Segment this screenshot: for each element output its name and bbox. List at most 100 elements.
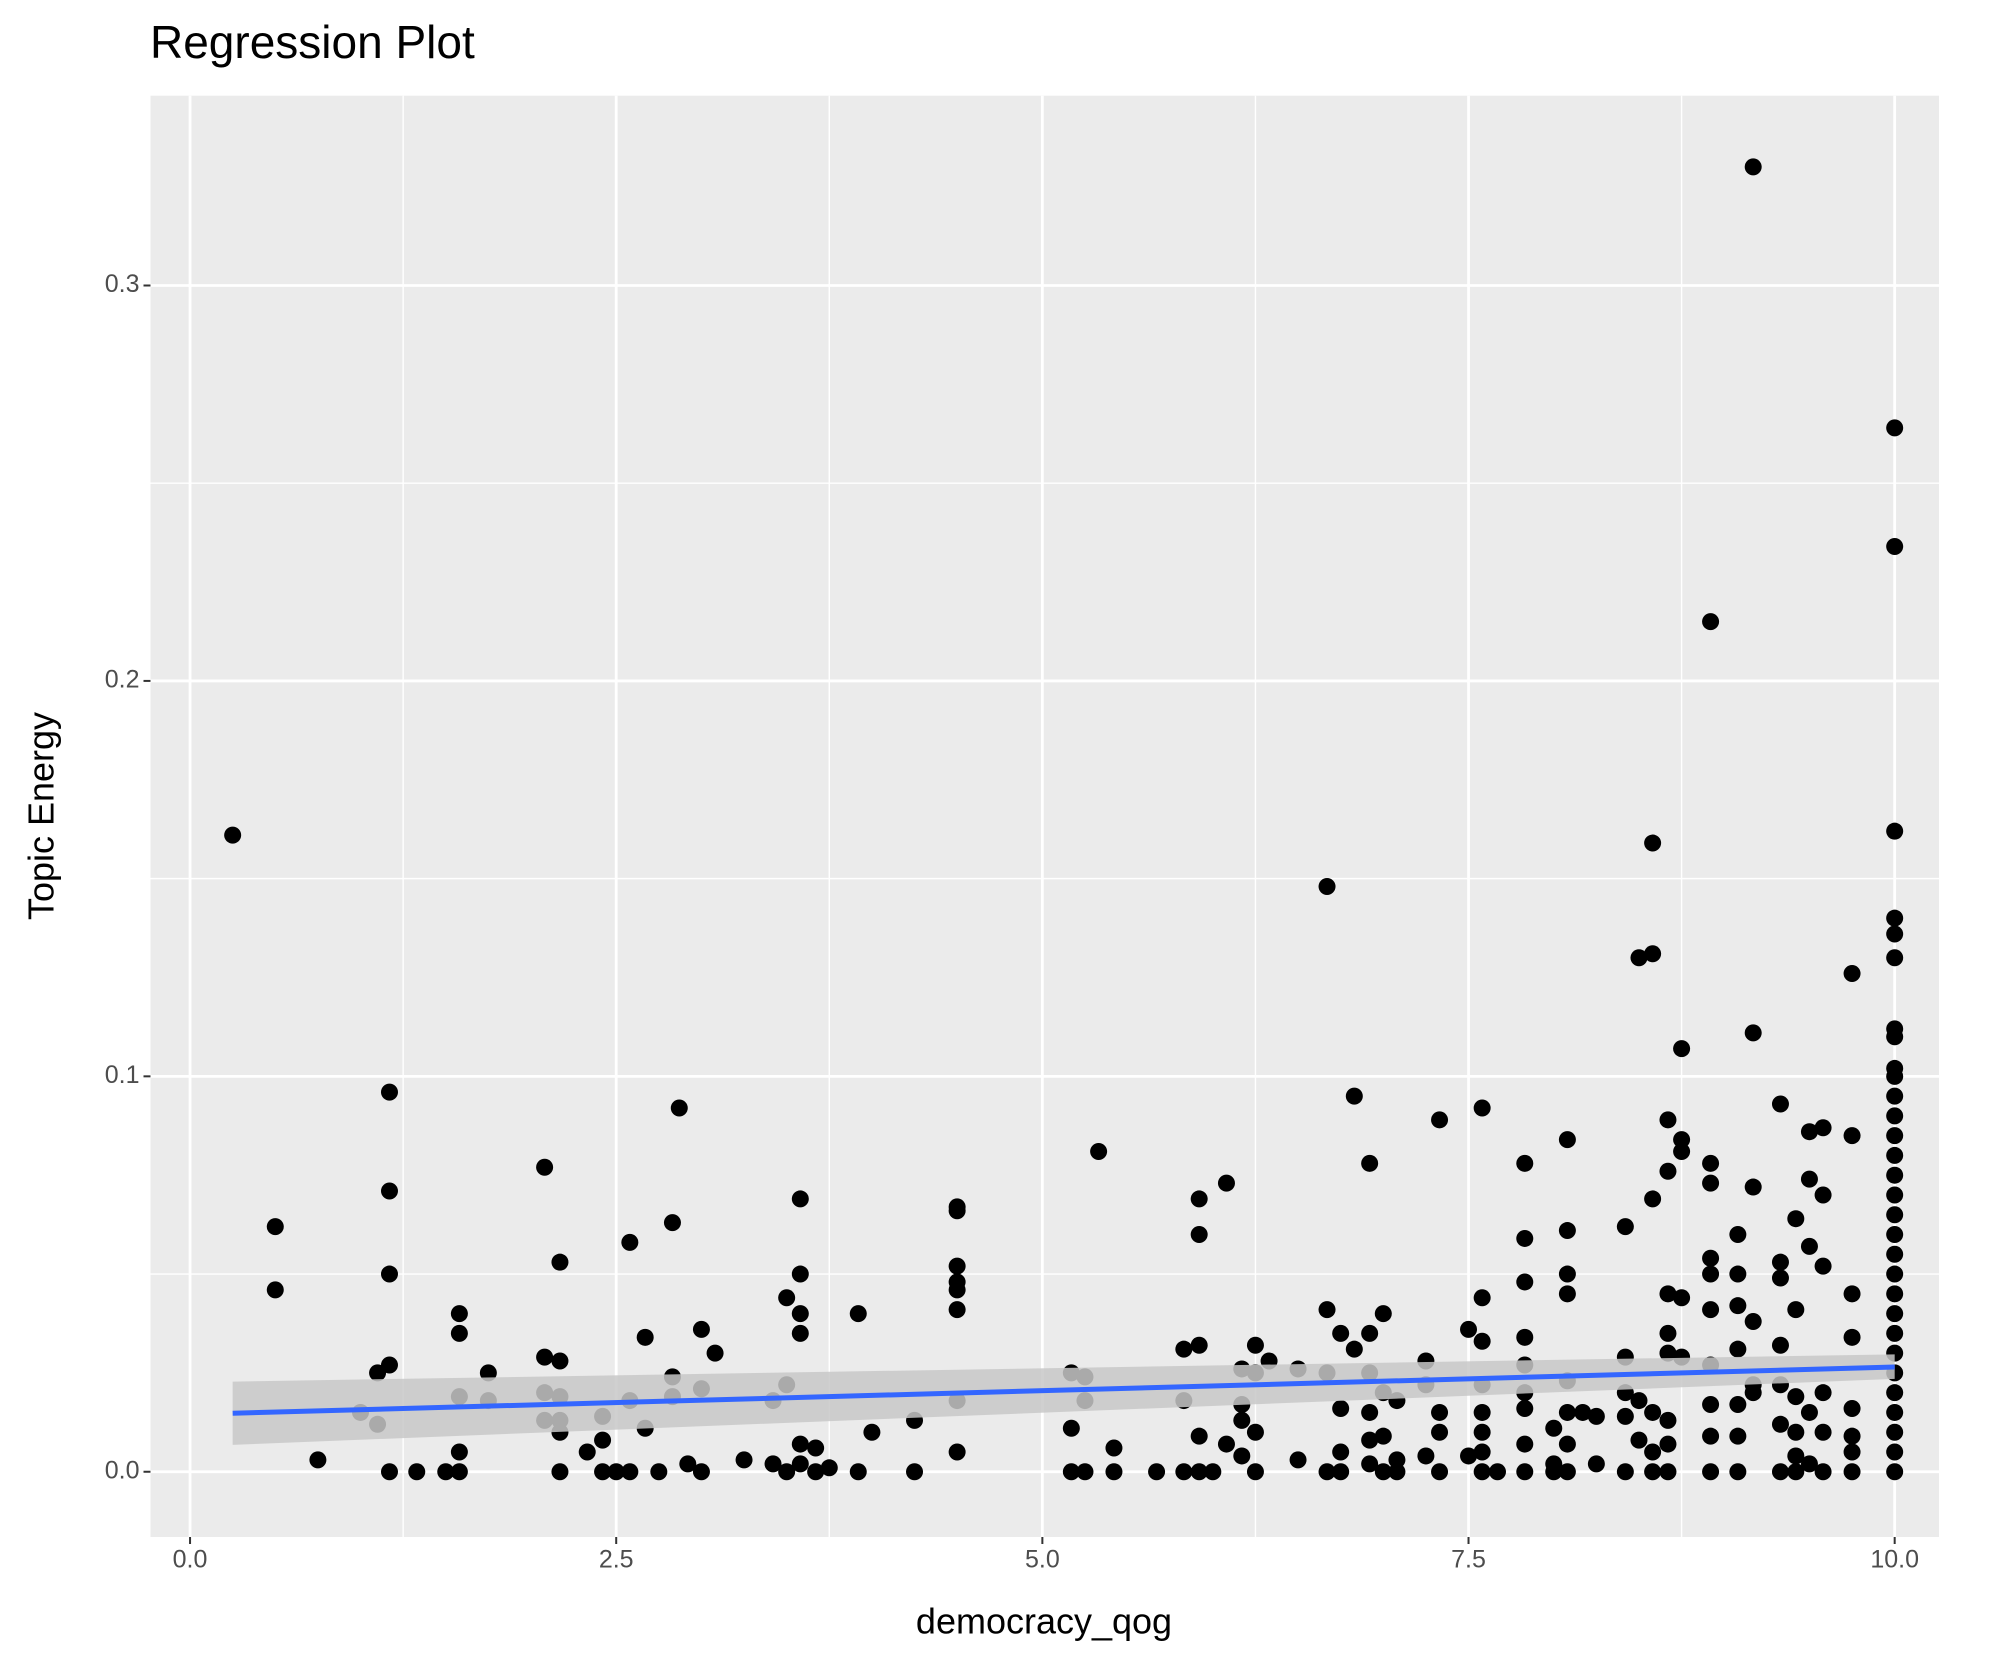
point <box>948 1202 966 1220</box>
point <box>820 1459 838 1477</box>
point <box>1886 1146 1904 1164</box>
point <box>1886 1245 1904 1263</box>
point <box>266 1218 284 1236</box>
point <box>1190 1427 1208 1445</box>
point <box>1318 1301 1336 1319</box>
point <box>1843 1427 1861 1445</box>
point <box>1558 1265 1576 1283</box>
y-tick-label: 0.3 <box>105 270 140 298</box>
point <box>1886 1265 1904 1283</box>
point <box>1744 1384 1762 1402</box>
point <box>735 1451 753 1469</box>
point <box>1673 1289 1691 1307</box>
point <box>1886 1127 1904 1145</box>
point <box>1417 1447 1435 1465</box>
point <box>764 1455 782 1473</box>
point <box>380 1265 398 1283</box>
point <box>1190 1190 1208 1208</box>
point <box>1886 419 1904 437</box>
x-axis-title: democracy_qog <box>916 1601 1172 1642</box>
point <box>1843 1328 1861 1346</box>
point <box>1800 1170 1818 1188</box>
point <box>1771 1463 1789 1481</box>
point <box>578 1443 596 1461</box>
point <box>1659 1162 1677 1180</box>
point <box>791 1190 809 1208</box>
point <box>1659 1411 1677 1429</box>
y-tick-label: 0.1 <box>105 1061 140 1089</box>
point <box>1644 1403 1662 1421</box>
point <box>1233 1447 1251 1465</box>
point <box>1431 1463 1449 1481</box>
point <box>706 1344 724 1362</box>
point <box>1318 1463 1336 1481</box>
point <box>1516 1463 1534 1481</box>
point <box>1886 822 1904 840</box>
point <box>948 1281 966 1299</box>
point <box>692 1320 710 1338</box>
point <box>791 1455 809 1473</box>
point <box>1659 1435 1677 1453</box>
point <box>1190 1336 1208 1354</box>
point <box>1644 1463 1662 1481</box>
point <box>1105 1463 1123 1481</box>
point <box>408 1463 426 1481</box>
point <box>692 1463 710 1481</box>
point <box>1076 1463 1094 1481</box>
point <box>1644 1190 1662 1208</box>
point <box>778 1289 796 1307</box>
point <box>1545 1463 1563 1481</box>
point <box>1787 1447 1805 1465</box>
point <box>450 1324 468 1342</box>
point <box>778 1463 796 1481</box>
point <box>1332 1443 1350 1461</box>
point <box>1630 1392 1648 1410</box>
point <box>536 1348 554 1366</box>
point <box>1644 1443 1662 1461</box>
point <box>791 1305 809 1323</box>
point <box>1814 1423 1832 1441</box>
point <box>1744 1312 1762 1330</box>
point <box>1702 1301 1720 1319</box>
point <box>1729 1226 1747 1244</box>
point <box>1787 1210 1805 1228</box>
point <box>1558 1222 1576 1240</box>
point <box>1516 1273 1534 1291</box>
x-tick-label: 5.0 <box>1025 1546 1060 1574</box>
point <box>1616 1218 1634 1236</box>
point <box>1587 1455 1605 1473</box>
x-tick-label: 7.5 <box>1451 1546 1486 1574</box>
point <box>1388 1451 1406 1469</box>
point <box>863 1423 881 1441</box>
point <box>1886 1384 1904 1402</box>
point <box>849 1463 867 1481</box>
point <box>1886 1443 1904 1461</box>
point <box>266 1281 284 1299</box>
point <box>1361 1455 1379 1473</box>
point <box>1431 1111 1449 1129</box>
point <box>1771 1269 1789 1287</box>
point <box>1729 1396 1747 1414</box>
point <box>1886 1166 1904 1184</box>
point <box>1345 1087 1363 1105</box>
point <box>1886 1206 1904 1224</box>
point <box>1814 1463 1832 1481</box>
point <box>1361 1431 1379 1449</box>
point <box>594 1431 612 1449</box>
point <box>1516 1229 1534 1247</box>
point <box>1105 1439 1123 1457</box>
point <box>1659 1285 1677 1303</box>
point <box>1814 1119 1832 1137</box>
point <box>1644 945 1662 963</box>
point <box>1702 1463 1720 1481</box>
point <box>1729 1297 1747 1315</box>
point <box>1361 1154 1379 1172</box>
point <box>1374 1427 1392 1445</box>
point <box>380 1083 398 1101</box>
point <box>309 1451 327 1469</box>
point <box>1318 878 1336 896</box>
point <box>1460 1447 1478 1465</box>
point <box>670 1099 688 1117</box>
x-tick-label: 10.0 <box>1870 1546 1919 1574</box>
point <box>1702 613 1720 631</box>
